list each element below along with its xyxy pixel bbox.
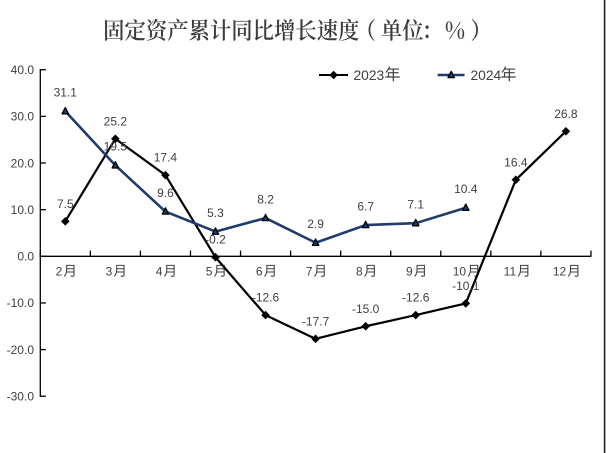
svg-text:4: 4 (156, 265, 163, 279)
svg-text:19.5: 19.5 (104, 140, 128, 154)
svg-text:-0.2: -0.2 (205, 233, 226, 247)
svg-text:40.0: 40.0 (11, 63, 35, 77)
svg-text:10: 10 (453, 265, 467, 279)
svg-text:-12.6: -12.6 (252, 291, 280, 305)
svg-text:-10.0: -10.0 (7, 296, 35, 310)
svg-text:7: 7 (306, 265, 313, 279)
svg-text:17.4: 17.4 (154, 151, 178, 165)
svg-text:-10.1: -10.1 (452, 279, 480, 293)
svg-text:9.6: 9.6 (157, 186, 174, 200)
svg-text:2.9: 2.9 (307, 217, 324, 231)
svg-text:10.4: 10.4 (454, 182, 478, 196)
svg-text:31.1: 31.1 (54, 86, 78, 100)
svg-text:0.0: 0.0 (17, 250, 34, 264)
svg-text:30.0: 30.0 (11, 110, 35, 124)
svg-text:9: 9 (406, 265, 413, 279)
svg-text:26.8: 26.8 (554, 107, 578, 121)
svg-text:8.2: 8.2 (257, 192, 274, 206)
svg-text:-12.6: -12.6 (402, 291, 430, 305)
svg-text:-17.7: -17.7 (302, 314, 330, 328)
svg-text:11: 11 (504, 265, 517, 279)
svg-text:-30.0: -30.0 (7, 390, 35, 404)
svg-text:5: 5 (206, 265, 213, 279)
svg-text:8: 8 (356, 265, 363, 279)
svg-text:6: 6 (256, 265, 263, 279)
svg-text:25.2: 25.2 (104, 114, 128, 128)
svg-text:-20.0: -20.0 (7, 343, 35, 357)
svg-text:12: 12 (553, 265, 567, 279)
svg-text:5.3: 5.3 (207, 206, 224, 220)
svg-text:7.1: 7.1 (407, 197, 424, 211)
svg-text:20.0: 20.0 (11, 156, 35, 170)
svg-text:3: 3 (106, 265, 113, 279)
svg-text:2024: 2024 (471, 68, 502, 83)
svg-text:-15.0: -15.0 (352, 302, 380, 316)
svg-text:10.0: 10.0 (11, 203, 35, 217)
svg-text:2023: 2023 (354, 68, 385, 83)
svg-text:16.4: 16.4 (504, 155, 528, 169)
svg-text:2: 2 (56, 265, 63, 279)
svg-text:6.7: 6.7 (357, 199, 374, 213)
svg-text:7.5: 7.5 (57, 197, 74, 211)
